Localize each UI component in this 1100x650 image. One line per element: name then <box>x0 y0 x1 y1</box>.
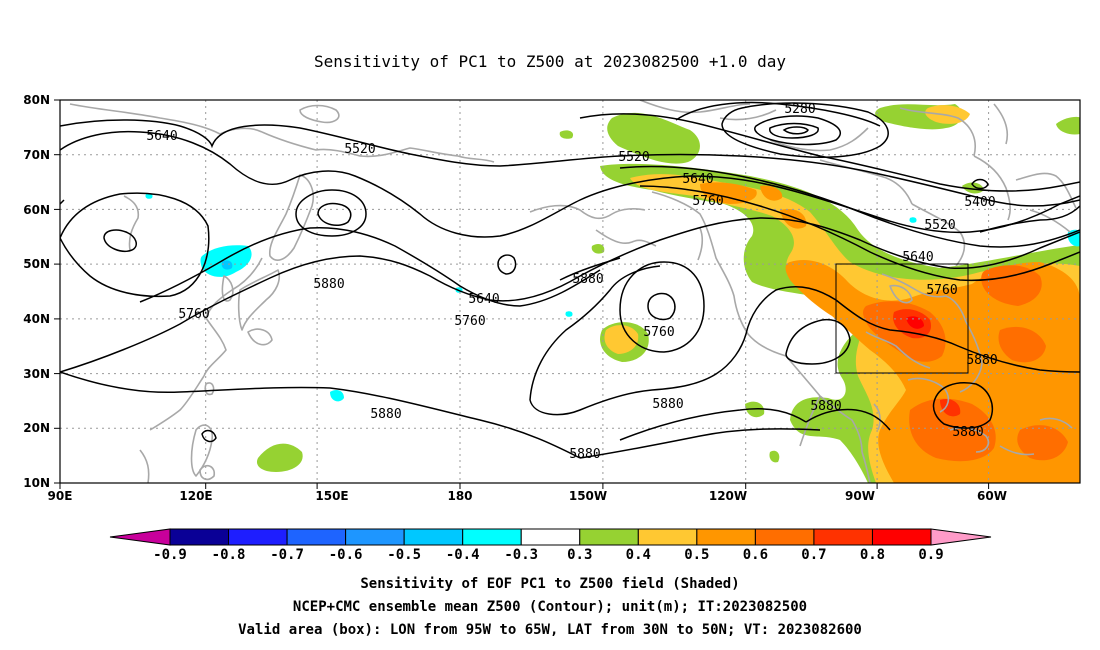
colorbar-tick-label: -0.5 <box>387 547 421 563</box>
lat-label: 30N <box>23 367 50 381</box>
contour-label: 5640 <box>682 172 713 187</box>
colorbar-tick-label: -0.6 <box>329 547 363 563</box>
colorbar-tick-label: 0.8 <box>860 547 885 563</box>
colorbar-tick-labels: -0.9 -0.8 -0.7 -0.6 -0.5 -0.4 -0.3 0.3 0.4 0.5 0.6… <box>153 547 944 563</box>
colorbar-segment <box>579 528 639 546</box>
lat-label: 80N <box>23 93 50 107</box>
colorbar-segments <box>169 528 932 546</box>
contour-label: 5880 <box>966 353 997 368</box>
colorbar-tick-label: -0.3 <box>504 547 538 563</box>
lat-label: 50N <box>23 257 50 271</box>
lon-label: 120W <box>709 489 747 503</box>
lon-label: 90W <box>845 489 875 503</box>
contour-label: 5640 <box>468 292 499 307</box>
contour-label: 5520 <box>924 218 955 233</box>
lon-label: 150W <box>569 489 607 503</box>
colorbar-tick-label: -0.7 <box>270 547 304 563</box>
caption-line-contour: NCEP+CMC ensemble mean Z500 (Contour); u… <box>293 599 807 615</box>
latitude-axis: 80N 70N 60N 50N 40N 30N 20N 10N <box>23 93 60 490</box>
contour-label: 5880 <box>952 425 983 440</box>
colorbar-segment <box>228 528 288 546</box>
valid-area-box <box>835 263 969 374</box>
contour-label: 5880 <box>652 397 683 412</box>
lon-label: 90E <box>48 489 73 503</box>
contour-label: 5280 <box>784 102 815 117</box>
colorbar-segment <box>169 528 230 546</box>
map-title: Sensitivity of PC1 to Z500 at 2023082500… <box>314 52 786 71</box>
colorbar-tick-label: 0.6 <box>743 547 768 563</box>
negative-sensitivity-shading <box>145 193 1080 402</box>
sensitivity-shading-0.5 <box>700 182 1080 483</box>
colorbar-segment <box>286 528 347 546</box>
longitude-axis: 90E 120E 150E 180 150W 120W 90W 60W <box>48 483 1007 503</box>
colorbar-tick-label: 0.4 <box>626 547 651 563</box>
lat-label: 60N <box>23 203 50 217</box>
colorbar-segment <box>754 528 815 546</box>
sensitivity-shading-0.8 <box>906 316 924 329</box>
colorbar-tick-label: 0.7 <box>801 547 826 563</box>
contour-label: 5880 <box>572 272 603 287</box>
contour-label: 5760 <box>643 325 674 340</box>
colorbar-low-cap <box>109 528 171 546</box>
lat-lon-grid <box>60 100 1080 483</box>
colorbar-segment <box>813 528 873 546</box>
contour-label: 5880 <box>810 399 841 414</box>
lon-label: 150E <box>315 489 348 503</box>
colorbar-segment <box>520 528 581 546</box>
colorbar-tick-label: -0.4 <box>446 547 480 563</box>
lat-label: 70N <box>23 148 50 162</box>
z500-contours <box>60 101 1080 459</box>
colorbar-segment <box>637 528 698 546</box>
coastlines <box>69 100 1077 483</box>
colorbar-tick-label: 0.5 <box>684 547 709 563</box>
colorbar-segment <box>871 528 932 546</box>
contour-label: 5400 <box>964 195 995 210</box>
lat-label: 10N <box>23 476 50 490</box>
colorbar-tick-label: -0.8 <box>212 547 246 563</box>
colorbar-segment <box>403 528 464 546</box>
contour-label: 5640 <box>902 250 933 265</box>
map-frame <box>59 99 1081 484</box>
lat-label: 40N <box>23 312 50 326</box>
map-panel: 5280 5400 5520 5520 5520 5640 5640 5640 … <box>23 93 1081 503</box>
lon-label: 60W <box>977 489 1007 503</box>
colorbar-tick-label: 0.3 <box>567 547 592 563</box>
lon-label: 180 <box>447 489 472 503</box>
colorbar-segment <box>696 528 756 546</box>
caption-line-shaded: Sensitivity of EOF PC1 to Z500 field (Sh… <box>360 576 739 592</box>
contour-label: 5760 <box>178 307 209 322</box>
contour-label: 5640 <box>146 129 177 144</box>
colorbar-high-cap <box>930 528 992 546</box>
contour-label: 5880 <box>370 407 401 422</box>
contour-label: 5520 <box>344 142 375 157</box>
colorbar-tick-label: 0.9 <box>918 547 943 563</box>
caption-line-valid-area: Valid area (box): LON from 95W to 65W, L… <box>238 622 862 638</box>
colorbar-tick-label: -0.9 <box>153 547 187 563</box>
colorbar: -0.9 -0.8 -0.7 -0.6 -0.5 -0.4 -0.3 0.3 0.4 0.5 0.6… <box>109 528 992 563</box>
colorbar-segment <box>345 528 405 546</box>
contour-label: 5760 <box>454 314 485 329</box>
lat-label: 20N <box>23 421 50 435</box>
contour-label: 5520 <box>618 150 649 165</box>
contour-labels: 5280 5400 5520 5520 5520 5640 5640 5640 … <box>146 102 997 462</box>
contour-label: 5880 <box>313 277 344 292</box>
contour-label: 5760 <box>692 194 723 209</box>
colorbar-segment <box>462 528 522 546</box>
contour-label: 5880 <box>569 447 600 462</box>
contour-label: 5760 <box>926 283 957 298</box>
lon-label: 120E <box>179 489 212 503</box>
